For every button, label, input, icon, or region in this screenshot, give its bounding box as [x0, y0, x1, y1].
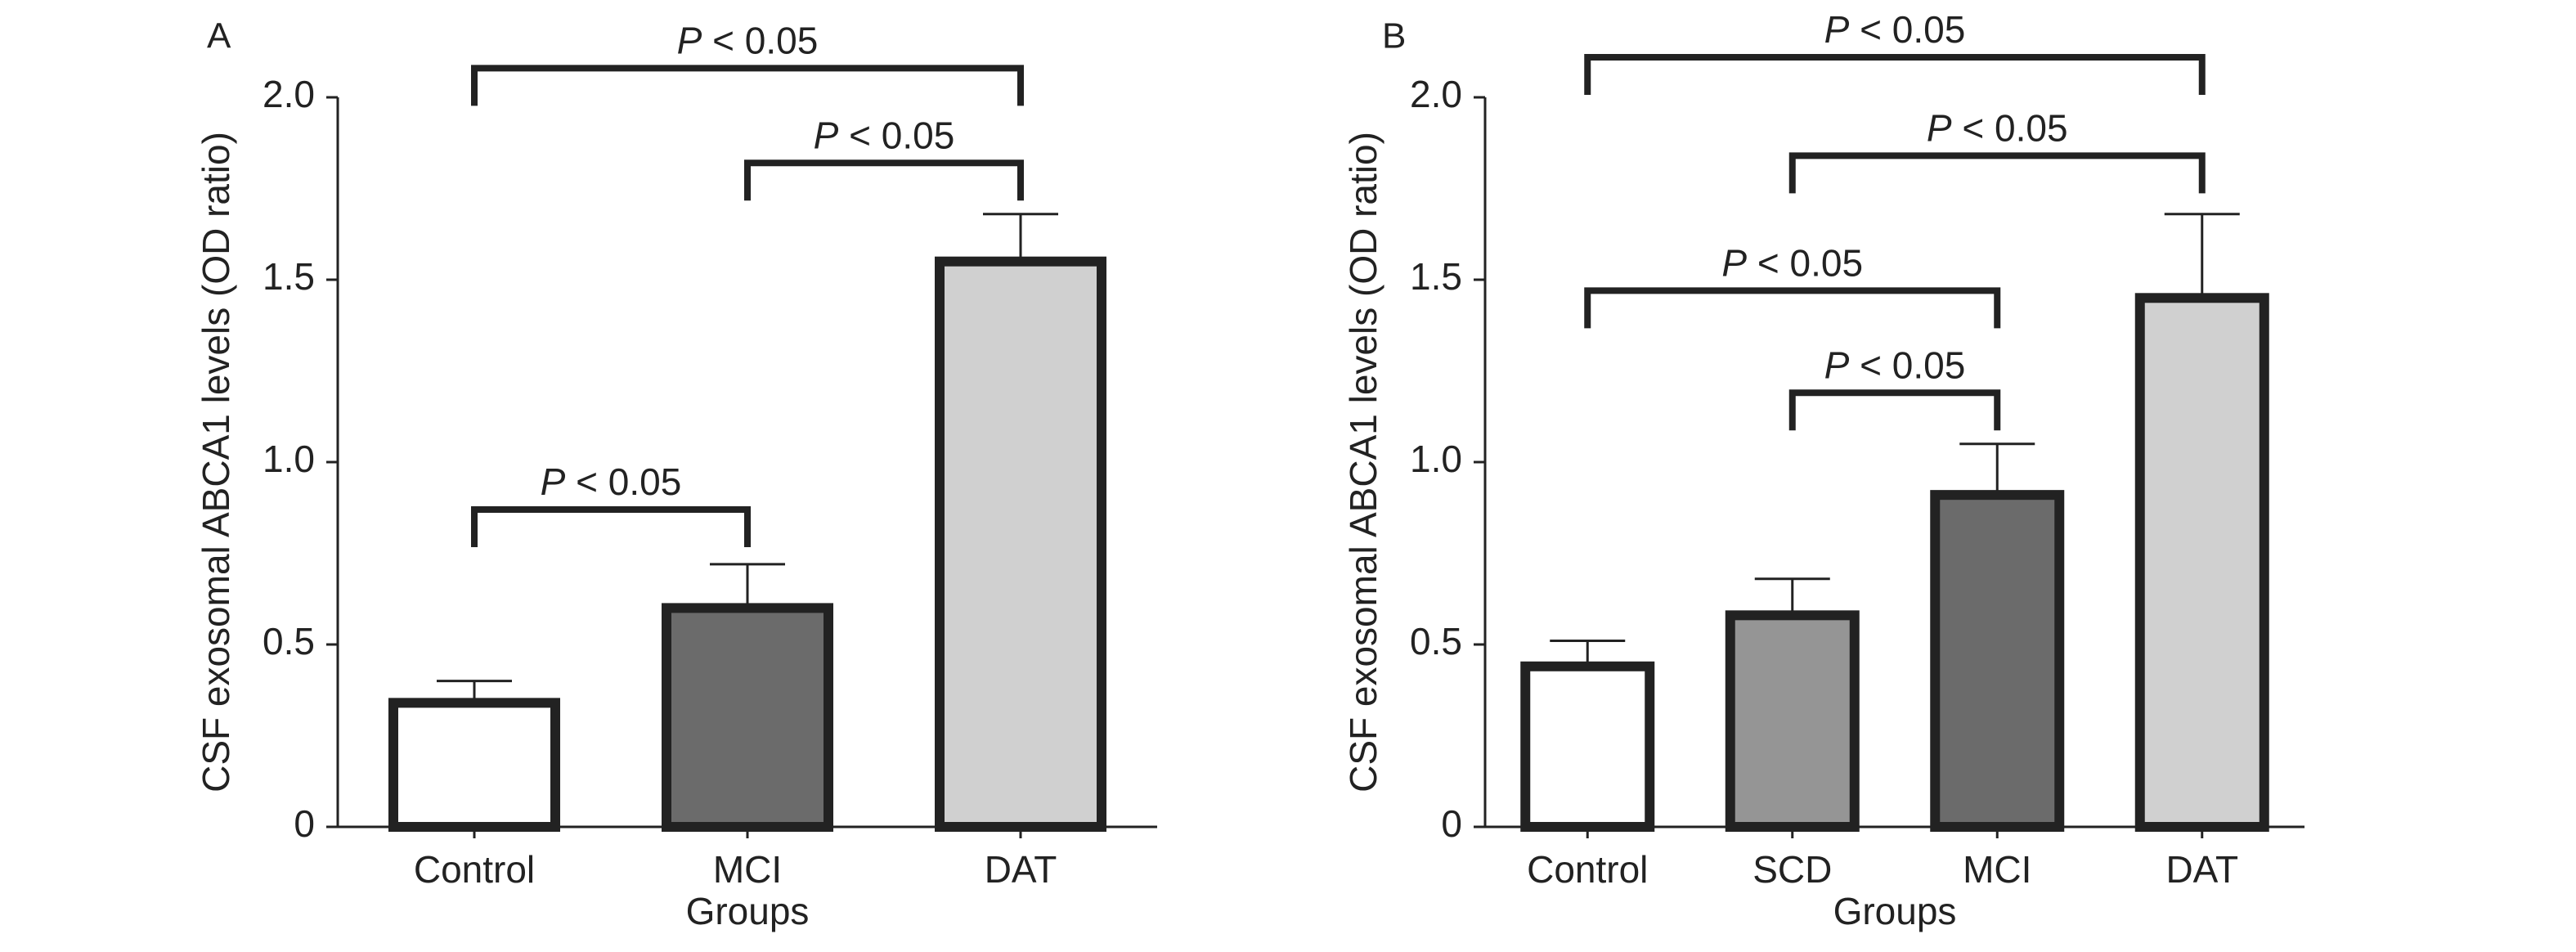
significance-bracket: [471, 65, 1024, 106]
significance-label: P < 0.05: [541, 460, 682, 503]
y-tick-label: 1.0: [263, 438, 315, 480]
panel-label: B: [1382, 16, 1406, 56]
y-axis-title: CSF exosomal ABCA1 levels (OD ratio): [195, 132, 237, 793]
x-tick-label: MCI: [1963, 848, 2031, 891]
x-tick-label: MCI: [713, 848, 782, 891]
y-tick-label: 2.0: [263, 73, 315, 115]
y-tick-label: 0: [1441, 802, 1462, 845]
significance-bracket: [471, 505, 751, 547]
x-axis-title: Groups: [686, 890, 810, 932]
bar-scd: [1725, 610, 1860, 832]
x-tick-label: Control: [1527, 848, 1648, 891]
bar-dat: [935, 256, 1106, 832]
y-tick-label: 0.5: [1410, 620, 1462, 662]
significance-bracket: [744, 159, 1024, 201]
y-tick-label: 1.5: [263, 255, 315, 298]
bar-mci: [662, 603, 833, 833]
panel-label: A: [207, 16, 231, 56]
bar-control: [1520, 661, 1655, 833]
significance-bracket: [1584, 287, 2001, 329]
x-tick-label: SCD: [1752, 848, 1832, 891]
bar-mci: [1930, 490, 2065, 832]
x-tick-label: Control: [414, 848, 535, 891]
y-tick-label: 0.5: [263, 620, 315, 662]
y-tick-label: 0: [294, 802, 315, 845]
significance-label: P < 0.05: [1824, 344, 1966, 386]
significance-label: P < 0.05: [1927, 106, 2068, 149]
x-axis-title: Groups: [1833, 890, 1957, 932]
significance-label: P < 0.05: [814, 114, 955, 156]
y-tick-label: 1.0: [1410, 438, 1462, 480]
significance-bracket: [1584, 53, 2206, 95]
significance-bracket: [1788, 389, 2001, 431]
y-axis-title: CSF exosomal ABCA1 levels (OD ratio): [1342, 132, 1384, 793]
chart-panel-b: B 0 0.5 1.0 1.5 2.0 CSF exosomal ABCA1 levels …: [1342, 8, 2304, 932]
x-tick-label: DAT: [2165, 848, 2238, 891]
chart-panel-a: A 0 0.5 1.0 1.5 2.0 CSF exosomal ABCA1 levels …: [195, 16, 1157, 932]
significance-label: P < 0.05: [1824, 8, 1966, 51]
y-tick-label: 2.0: [1410, 73, 1462, 115]
bar-control: [388, 698, 560, 832]
significance-label: P < 0.05: [677, 19, 819, 61]
bar-dat: [2134, 293, 2269, 832]
significance-label: P < 0.05: [1721, 241, 1863, 284]
y-tick-label: 1.5: [1410, 255, 1462, 298]
x-tick-label: DAT: [985, 848, 1057, 891]
significance-bracket: [1788, 152, 2206, 194]
